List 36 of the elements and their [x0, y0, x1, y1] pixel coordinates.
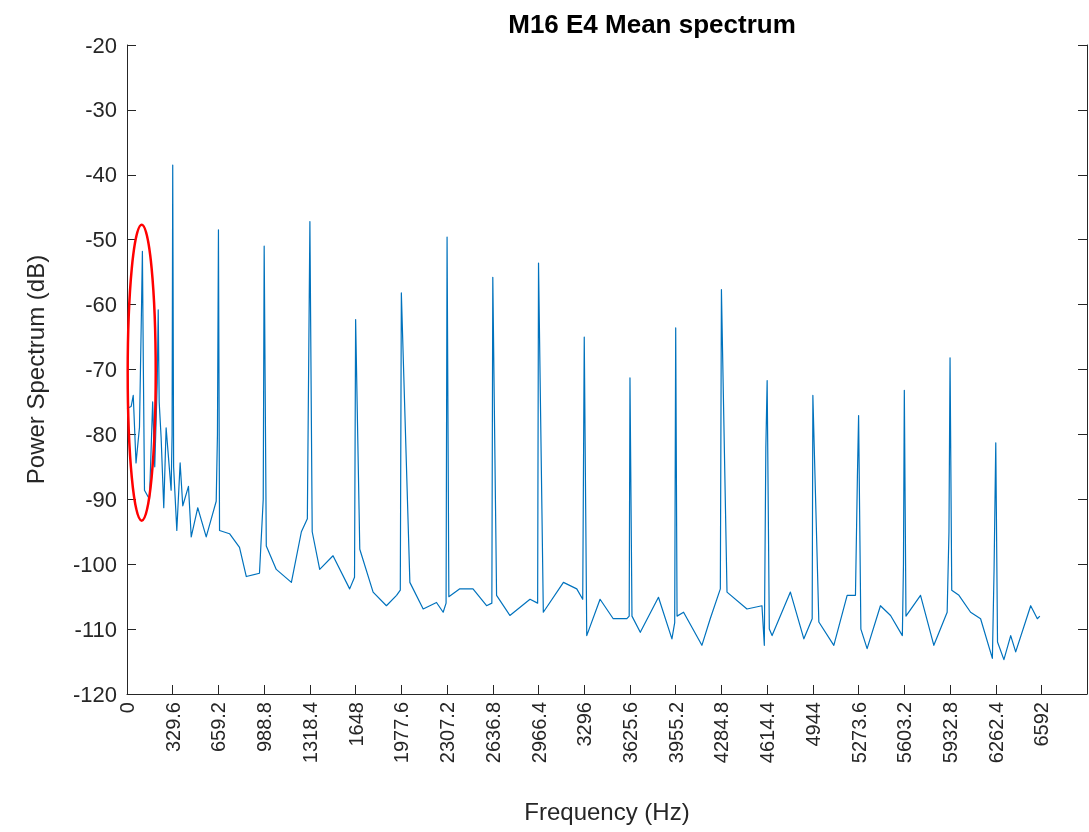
y-tick-label: -100	[72, 551, 117, 577]
x-tick-label: 3955.2	[664, 702, 687, 764]
x-tick-label: 988.8	[253, 702, 276, 753]
x-tick-label: 4944	[801, 702, 824, 747]
x-tick-label: 659.2	[207, 702, 230, 753]
x-tick-label: 6592	[1030, 702, 1053, 747]
y-axis-title: Power Spectrum (dB)	[21, 254, 49, 485]
chart-title: M16 E4 Mean spectrum	[508, 9, 796, 39]
x-tick-label: 5273.6	[847, 702, 870, 764]
x-tick-label: 1977.6	[390, 702, 413, 764]
x-tick-label: 5932.8	[939, 702, 962, 764]
x-tick-label: 2966.4	[527, 702, 550, 764]
x-axis-title: Frequency (Hz)	[524, 797, 690, 825]
y-tick-label: -20	[85, 32, 117, 58]
y-tick-label: -60	[85, 292, 117, 318]
x-tick-label: 1318.4	[298, 702, 321, 764]
y-tick-label: -90	[85, 486, 117, 512]
x-tick-label: 0	[116, 702, 138, 714]
line-series	[126, 164, 1041, 661]
y-tick-label: -40	[85, 162, 117, 188]
x-tick-label: 2307.2	[436, 702, 459, 764]
y-tick-label: -80	[85, 421, 117, 447]
x-tick-label: 2636.8	[481, 702, 504, 764]
x-tick-label: 3625.6	[618, 702, 641, 764]
x-tick-label: 5603.2	[893, 702, 916, 764]
y-tick-label: -30	[85, 97, 117, 123]
x-tick-label: 1648	[344, 702, 367, 747]
y-tick-label: -120	[72, 681, 117, 707]
x-tick-label: 329.6	[161, 702, 184, 753]
y-tick-label: -110	[74, 616, 117, 642]
y-tick-label: -70	[85, 357, 117, 382]
x-tick-label: 4614.4	[756, 702, 779, 764]
x-tick-label: 6262.4	[984, 702, 1007, 764]
y-tick-label: -50	[85, 227, 117, 253]
x-tick-label: 4284.8	[710, 702, 733, 764]
x-tick-label: 3296	[573, 702, 596, 747]
